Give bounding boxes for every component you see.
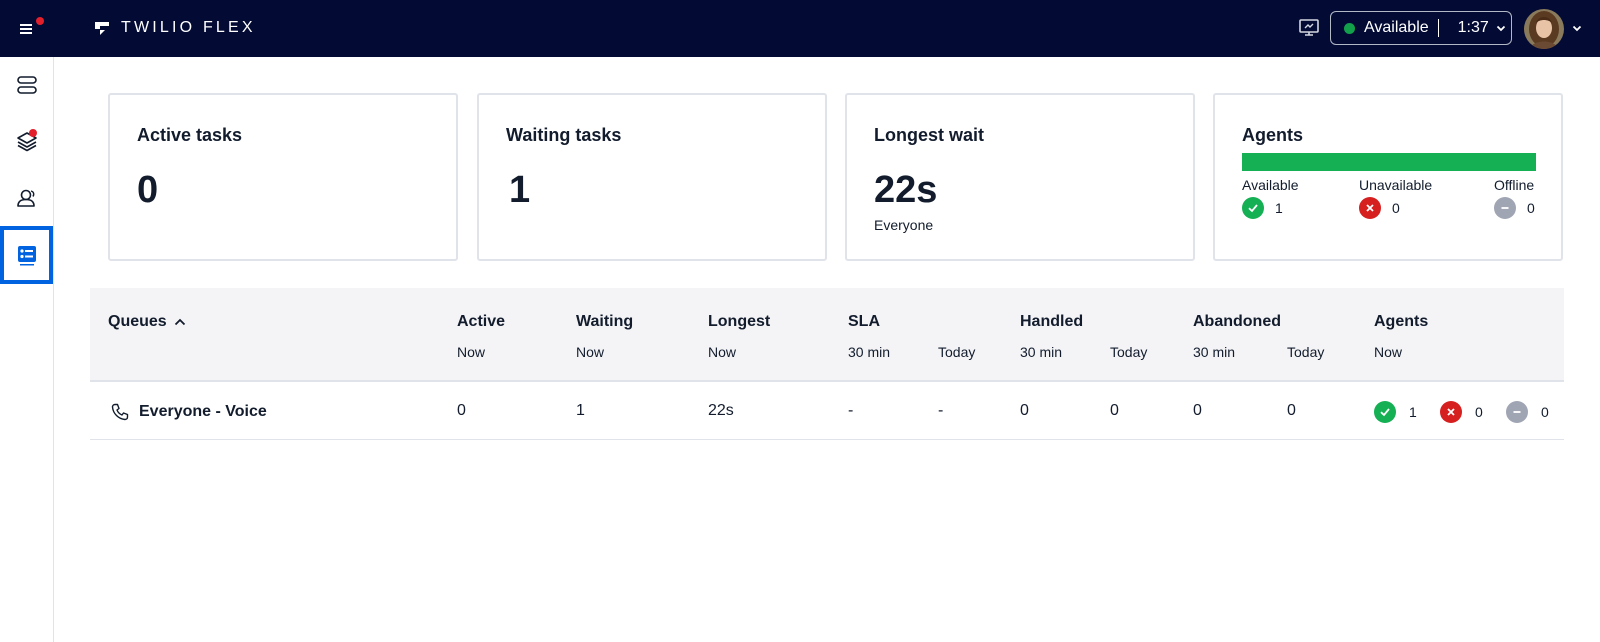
agents-unavailable-cell: 0 — [1440, 401, 1483, 423]
stat-count: 1 — [1275, 200, 1283, 216]
card-title: Waiting tasks — [506, 125, 622, 145]
waiting-cell: 1 — [576, 402, 585, 419]
longest-wait-card: Longest wait 22s Everyone — [845, 93, 1195, 261]
queue-name-cell[interactable]: Everyone - Voice — [110, 402, 267, 422]
table-row[interactable]: Everyone - Voice 0 1 22s - - 0 0 0 0 1 0… — [90, 383, 1564, 440]
longest-header: Longest — [708, 313, 771, 330]
agents-unavailable-stat: Unavailable 0 — [1359, 177, 1432, 219]
agents-offline-count: 0 — [1541, 404, 1549, 420]
active-header: Active — [457, 313, 506, 330]
active-tasks-card: Active tasks 0 — [108, 93, 458, 261]
waiting-header: Waiting — [576, 313, 634, 330]
abandoned-30min-cell: 0 — [1193, 402, 1202, 419]
side-nav — [0, 57, 54, 642]
avatar[interactable] — [1524, 9, 1564, 49]
agents-card: Agents Available 1 Unavailable 0 Offline… — [1213, 93, 1563, 261]
queue-name[interactable]: Everyone - Voice — [139, 403, 267, 420]
check-circle-icon — [1374, 401, 1396, 423]
sla-30min-cell: - — [848, 402, 854, 419]
abandoned-30min-header: 30 min — [1193, 344, 1236, 360]
brand-name: TWILIO FLEX — [121, 19, 256, 36]
abandoned-today-cell: 0 — [1287, 402, 1296, 419]
longest-cell: 22s — [708, 402, 734, 419]
teams-icon — [16, 189, 35, 207]
agents-available-count: 1 — [1409, 404, 1417, 420]
nav-item-teams[interactable] — [0, 170, 53, 226]
agents-offline-stat: Offline 0 — [1494, 177, 1535, 219]
agents-available-cell: 1 — [1374, 401, 1417, 423]
card-title: Active tasks — [137, 125, 243, 145]
chevron-down-icon[interactable] — [1571, 22, 1583, 34]
agents-unavailable-count: 0 — [1475, 404, 1483, 420]
card-title: Agents — [1242, 125, 1304, 145]
abandoned-header: Abandoned — [1193, 313, 1281, 330]
check-circle-icon — [1242, 197, 1264, 219]
card-title: Longest wait — [874, 125, 985, 145]
agents-sub-header: Now — [1374, 344, 1403, 360]
status-label: Available — [1364, 19, 1429, 36]
minus-circle-icon — [1506, 401, 1528, 423]
status-dot — [1344, 22, 1355, 34]
stat-count: 0 — [1392, 200, 1400, 216]
notification-dot — [36, 17, 44, 25]
x-circle-icon — [1440, 401, 1462, 423]
sla-header: SLA — [848, 313, 880, 330]
sla-today-cell: - — [938, 402, 944, 419]
twilio-flex-logo-icon — [95, 22, 109, 35]
queues-header-label: Queues — [108, 313, 167, 330]
x-circle-icon — [1359, 197, 1381, 219]
agents-offline-cell: 0 — [1506, 401, 1549, 423]
nav-item-queues-stats[interactable] — [0, 226, 53, 284]
longest-sub-header: Now — [708, 344, 737, 360]
stat-count: 0 — [1527, 200, 1535, 216]
status-divider — [1437, 19, 1439, 37]
phone-icon — [111, 403, 129, 421]
sla-30min-header: 30 min — [848, 344, 891, 360]
waiting-sub-header: Now — [576, 344, 605, 360]
queues-table-header: Queues Active Now Waiting Now Longest No… — [90, 288, 1564, 382]
agents-available-stat: Available 1 — [1242, 177, 1299, 219]
handled-header: Handled — [1020, 313, 1084, 330]
handled-today-header: Today — [1110, 344, 1148, 360]
sla-today-header: Today — [938, 344, 976, 360]
nav-item-agent-desktop[interactable] — [0, 57, 53, 113]
stat-label: Offline — [1494, 177, 1535, 193]
menu-icon[interactable] — [16, 16, 44, 40]
nav-item-tasks[interactable] — [0, 113, 53, 169]
handled-today-cell: 0 — [1110, 402, 1119, 419]
agents-status-bar — [1242, 153, 1536, 171]
queues-sort-header[interactable]: Queues — [108, 313, 187, 331]
handled-30min-cell: 0 — [1020, 402, 1029, 419]
queues-icon — [16, 76, 37, 94]
active-cell: 0 — [457, 402, 466, 419]
dashboard-icon — [17, 246, 36, 266]
waiting-tasks-value: 1 — [509, 169, 531, 211]
activity-status-dropdown[interactable]: Available 1:37 — [1330, 11, 1512, 45]
waiting-tasks-card: Waiting tasks 1 — [477, 93, 827, 261]
longest-wait-queue: Everyone — [874, 217, 934, 233]
chevron-up-icon — [174, 318, 185, 326]
longest-wait-value: 22s — [874, 169, 938, 211]
notification-dot — [29, 129, 37, 137]
abandoned-today-header: Today — [1287, 344, 1325, 360]
active-tasks-value: 0 — [137, 169, 159, 211]
handled-30min-header: 30 min — [1020, 344, 1063, 360]
minus-circle-icon — [1494, 197, 1516, 219]
stat-label: Unavailable — [1359, 177, 1433, 193]
stat-label: Available — [1242, 177, 1299, 193]
chevron-down-icon — [1496, 25, 1505, 32]
screen-share-icon[interactable] — [1298, 18, 1320, 38]
agents-header: Agents — [1374, 313, 1429, 330]
top-bar: TWILIO FLEX Available 1:37 — [0, 0, 1600, 57]
status-timer: 1:37 — [1457, 19, 1489, 36]
brand-logo: TWILIO FLEX — [93, 17, 256, 39]
active-sub-header: Now — [457, 344, 486, 360]
